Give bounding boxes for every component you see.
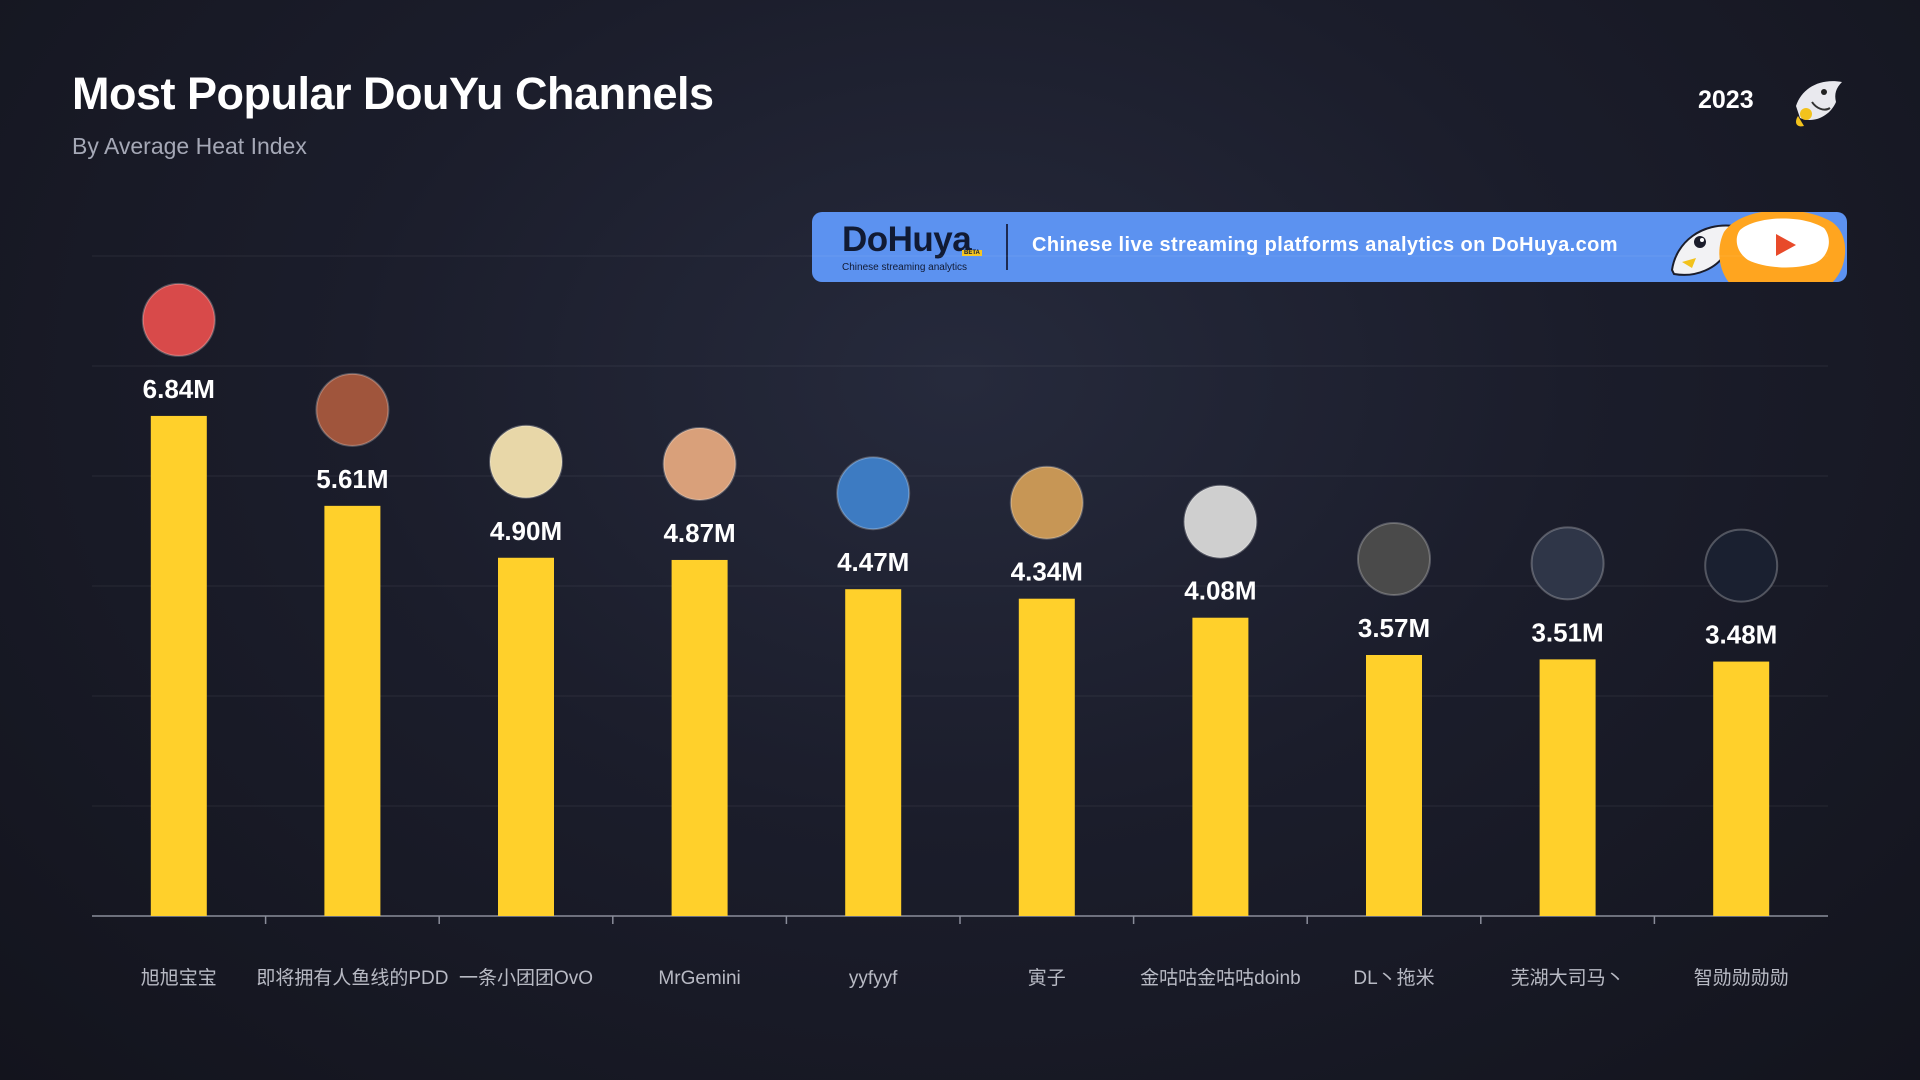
category-label: 智勋勋勋勋 xyxy=(1694,967,1789,989)
bar xyxy=(498,557,554,916)
value-label: 4.08M xyxy=(1184,576,1256,606)
channel-avatar xyxy=(1183,484,1258,559)
channel-avatar xyxy=(1530,526,1605,601)
mascot-play-icon xyxy=(1670,212,1845,282)
category-label: yyfyyf xyxy=(849,968,898,989)
chart-title: Most Popular DouYu Channels xyxy=(72,68,714,119)
value-label: 3.51M xyxy=(1531,617,1603,647)
category-label: 一条小团团OvO xyxy=(459,967,593,989)
bar xyxy=(324,505,381,916)
year-label: 2023 xyxy=(1698,86,1754,114)
value-label: 4.47M xyxy=(837,547,909,577)
value-label: 5.61M xyxy=(316,464,388,494)
beta-badge: BETA xyxy=(962,250,982,256)
channel-avatar xyxy=(1009,465,1084,540)
value-label: 3.48M xyxy=(1705,620,1777,650)
chart-subtitle: By Average Heat Index xyxy=(72,133,307,159)
category-label: 芜湖大司马丶 xyxy=(1511,967,1625,989)
dohuya-logo: DoHuya xyxy=(842,220,972,259)
category-label: 旭旭宝宝 xyxy=(141,967,217,989)
channel-avatar xyxy=(1704,528,1779,603)
value-label: 3.57M xyxy=(1358,613,1430,643)
dohuya-banner[interactable]: DoHuya BETA Chinese streaming analytics … xyxy=(812,212,1847,282)
channel-avatar xyxy=(489,424,563,499)
value-label: 4.34M xyxy=(1011,557,1083,587)
category-label: DL丶拖米 xyxy=(1353,967,1434,989)
channel-avatar xyxy=(1357,521,1431,596)
channel-avatar xyxy=(141,282,216,357)
bar xyxy=(671,559,728,916)
category-label: 金咕咕金咕咕doinb xyxy=(1140,967,1301,989)
channel-avatar xyxy=(836,456,911,531)
value-label: 4.90M xyxy=(490,516,562,546)
channel-avatar xyxy=(315,372,390,447)
value-label: 6.84M xyxy=(143,374,215,404)
bar xyxy=(845,589,902,916)
banner-text: Chinese live streaming platforms analyti… xyxy=(1032,234,1618,256)
channel-avatar xyxy=(662,426,737,501)
bar xyxy=(1713,661,1770,916)
bar xyxy=(1366,654,1422,916)
banner-divider xyxy=(1006,224,1008,270)
category-label: MrGemini xyxy=(658,968,740,989)
value-label: 4.87M xyxy=(663,518,735,548)
bar xyxy=(1018,598,1075,916)
dohuya-tagline: Chinese streaming analytics xyxy=(842,262,968,273)
bar xyxy=(150,415,207,916)
bar xyxy=(1539,659,1596,916)
bar xyxy=(1192,617,1249,916)
category-label: 即将拥有人鱼线的PDD xyxy=(256,967,448,989)
shark-mascot-icon xyxy=(1796,81,1842,127)
category-label: 寅子 xyxy=(1028,967,1066,989)
